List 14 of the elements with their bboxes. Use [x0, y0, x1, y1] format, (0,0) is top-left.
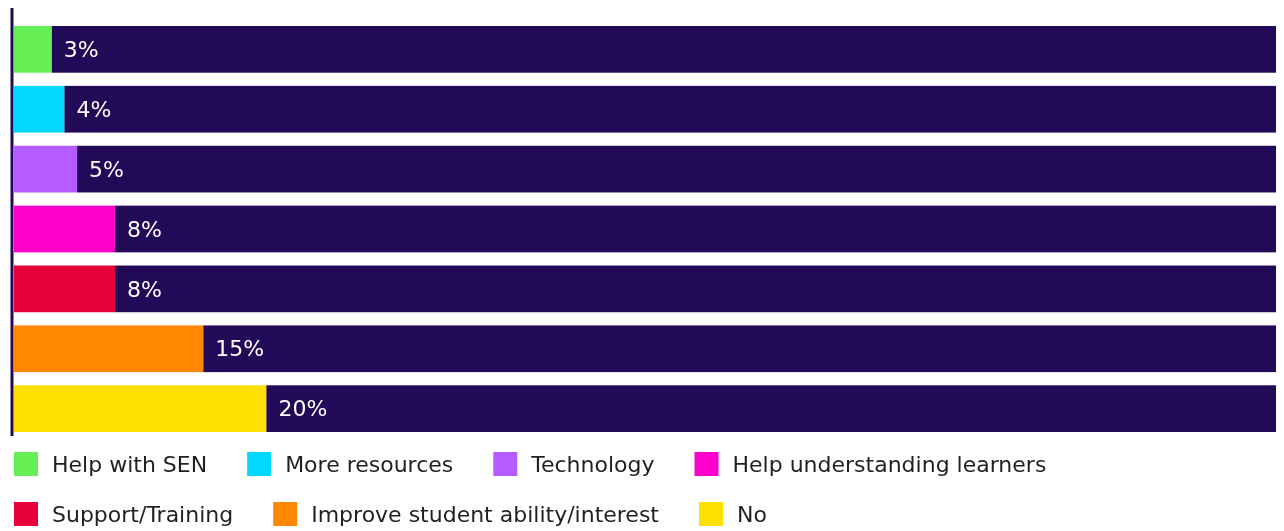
data-label: 8%: [126, 276, 162, 302]
data-label: 8%: [126, 216, 162, 242]
legend-label: Improve student ability/interest: [311, 501, 660, 527]
data-label: 5%: [89, 156, 125, 182]
data-label: 3%: [63, 37, 99, 63]
legend-label: Technology: [530, 451, 655, 477]
data-label: 4%: [76, 96, 112, 122]
legend-label: Help with SEN: [52, 451, 208, 477]
legend-label: Support/Training: [52, 501, 234, 527]
data-label: 15%: [215, 336, 265, 362]
legend-label: No: [736, 501, 767, 527]
legend-label: More resources: [285, 451, 454, 477]
data-label: 20%: [278, 396, 328, 422]
legend-label: Help understanding learners: [732, 451, 1047, 477]
